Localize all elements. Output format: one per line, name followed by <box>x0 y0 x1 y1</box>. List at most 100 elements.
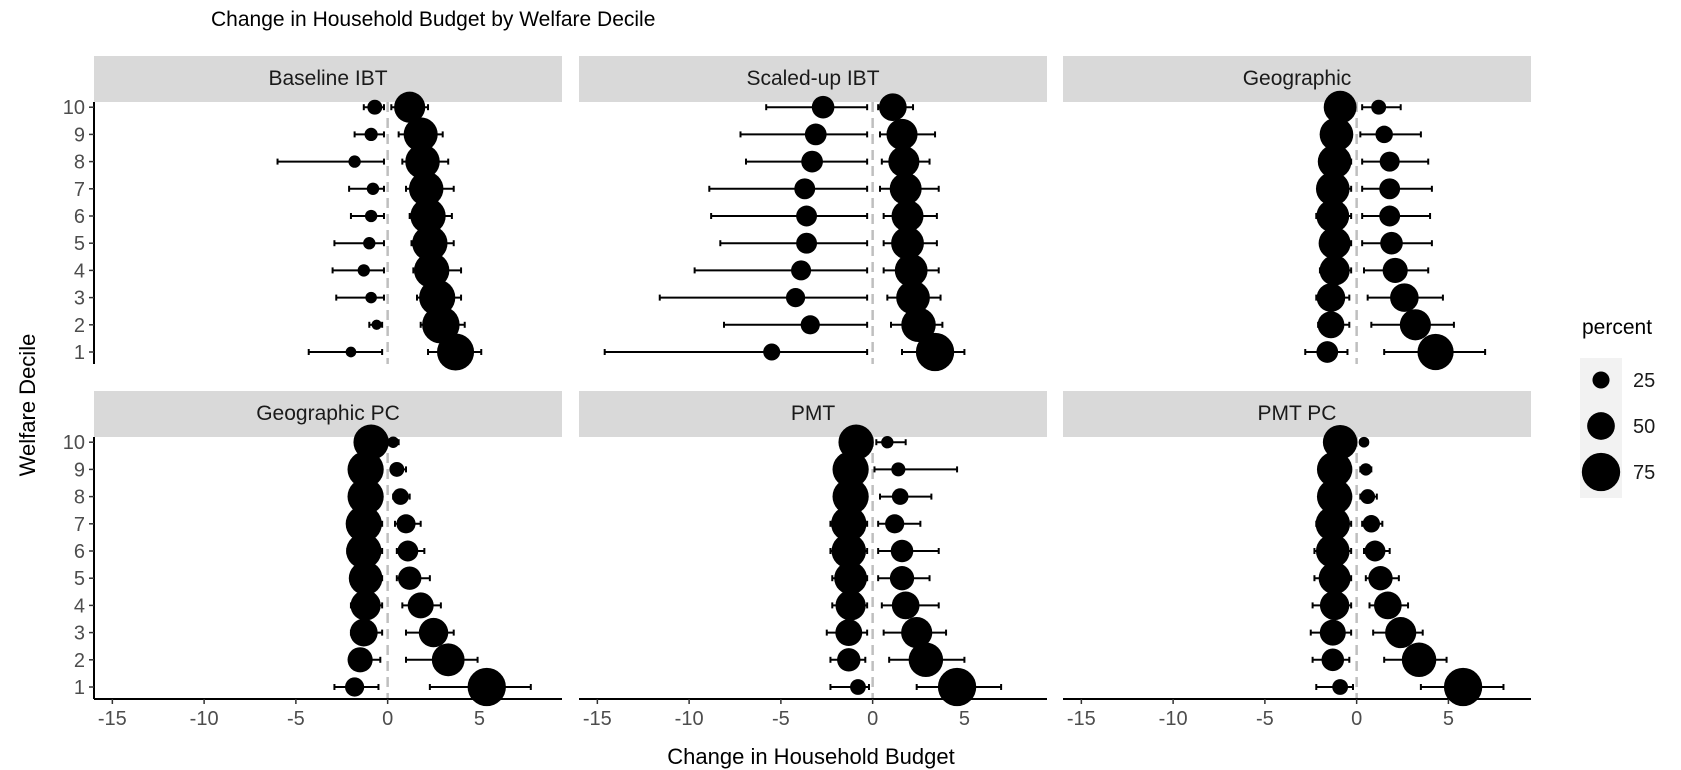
data-point <box>363 237 376 250</box>
y-tick-label: 10 <box>63 432 85 454</box>
legend-key-label: 50 <box>1633 416 1655 438</box>
x-tick-label: -10 <box>1159 708 1188 730</box>
data-point <box>467 667 506 707</box>
data-point <box>364 127 378 142</box>
data-point <box>1317 144 1352 179</box>
y-tick-label: 10 <box>63 97 85 119</box>
data-point <box>1385 617 1417 649</box>
data-point <box>901 617 933 649</box>
legend-key-circle <box>1592 371 1610 389</box>
legend-title: percent <box>1582 316 1652 339</box>
y-tick-label: 5 <box>74 233 85 255</box>
y-axis-title: Welfare Decile <box>15 334 40 477</box>
data-point <box>396 514 416 534</box>
data-point <box>831 533 867 569</box>
data-point <box>357 264 370 277</box>
data-point <box>1318 562 1351 595</box>
x-tick-label: -10 <box>190 708 219 730</box>
x-tick-label: 0 <box>382 708 393 730</box>
data-point <box>878 93 907 122</box>
data-point <box>1379 205 1401 227</box>
data-point <box>896 280 930 315</box>
data-point <box>1373 591 1402 620</box>
data-point <box>891 591 920 620</box>
data-point <box>804 123 827 146</box>
panel-geographic-pc: Geographic PC 1 2 3 4 5 6 7 8 9 10 -15 -10 -5 0 5 <box>63 391 562 730</box>
x-tick-label: 0 <box>867 708 878 730</box>
data-point <box>387 436 399 448</box>
x-tick-label: 5 <box>474 708 485 730</box>
x-tick-label: 5 <box>1443 708 1454 730</box>
data-point <box>886 118 918 150</box>
data-point <box>419 279 456 316</box>
data-point <box>347 647 373 673</box>
data-point <box>1417 333 1454 371</box>
data-point <box>1382 257 1408 283</box>
panel-strip <box>94 391 562 437</box>
panel-pmt: PMT -15 -10 -5 0 5 <box>579 391 1047 730</box>
panel-strip-label: PMT PC <box>1258 402 1337 425</box>
legend-key-circle <box>1587 412 1615 440</box>
data-point <box>763 343 781 361</box>
chart-title: Change in Household Budget by Welfare De… <box>211 8 655 31</box>
data-point <box>1332 679 1349 695</box>
data-point <box>412 225 448 261</box>
data-point <box>1315 506 1351 542</box>
data-point <box>371 319 382 330</box>
data-point <box>1319 619 1346 646</box>
data-point <box>834 561 868 595</box>
data-point <box>1316 451 1353 488</box>
data-point <box>891 226 924 260</box>
x-tick-label: 5 <box>959 708 970 730</box>
panel-pmt-pc: PMT PC -15 -10 -5 0 5 <box>1063 391 1531 730</box>
data-point <box>353 424 389 460</box>
data-point <box>901 307 936 343</box>
y-tick-label: 6 <box>74 541 85 563</box>
panel-strip-label: Geographic PC <box>256 402 400 425</box>
panel-geographic: Geographic <box>1063 56 1531 371</box>
panel-strip-label: Geographic <box>1243 67 1352 90</box>
data-point <box>832 451 869 488</box>
data-point <box>1371 99 1387 115</box>
data-point <box>367 99 383 115</box>
data-point <box>389 461 405 477</box>
data-point <box>890 539 914 563</box>
data-point <box>801 150 823 173</box>
legend-key-circle <box>1581 452 1621 492</box>
y-tick-label: 2 <box>74 315 85 337</box>
data-point <box>881 436 894 449</box>
panel-strip-label: PMT <box>791 402 836 425</box>
data-point <box>1316 283 1346 312</box>
data-point <box>835 619 863 647</box>
data-point <box>350 590 381 621</box>
data-point <box>1319 255 1350 286</box>
data-point <box>850 679 866 695</box>
data-point <box>1379 151 1400 172</box>
data-point <box>365 291 377 304</box>
data-point <box>1362 515 1381 533</box>
y-tick-label: 6 <box>74 206 85 228</box>
data-point <box>1375 125 1393 144</box>
y-tick-label: 8 <box>74 487 85 509</box>
data-point <box>794 178 816 200</box>
data-point <box>785 288 806 308</box>
data-point <box>410 198 446 234</box>
data-point <box>835 590 866 621</box>
y-tick-label: 4 <box>74 260 85 282</box>
y-tick-label: 3 <box>74 623 85 645</box>
data-point <box>347 451 384 488</box>
y-tick-label: 9 <box>74 459 85 481</box>
x-tick-label: -5 <box>1256 708 1274 730</box>
panel-strip <box>1063 391 1531 437</box>
data-point <box>888 146 920 178</box>
x-tick-label: 0 <box>1351 708 1362 730</box>
data-point <box>1316 478 1353 515</box>
data-point <box>796 205 818 227</box>
data-point <box>1319 117 1354 152</box>
y-tick-label: 1 <box>74 342 85 364</box>
data-point <box>1360 489 1376 505</box>
data-point <box>1368 566 1393 591</box>
data-point <box>831 506 867 542</box>
data-point <box>1322 424 1358 460</box>
data-point <box>422 306 460 344</box>
